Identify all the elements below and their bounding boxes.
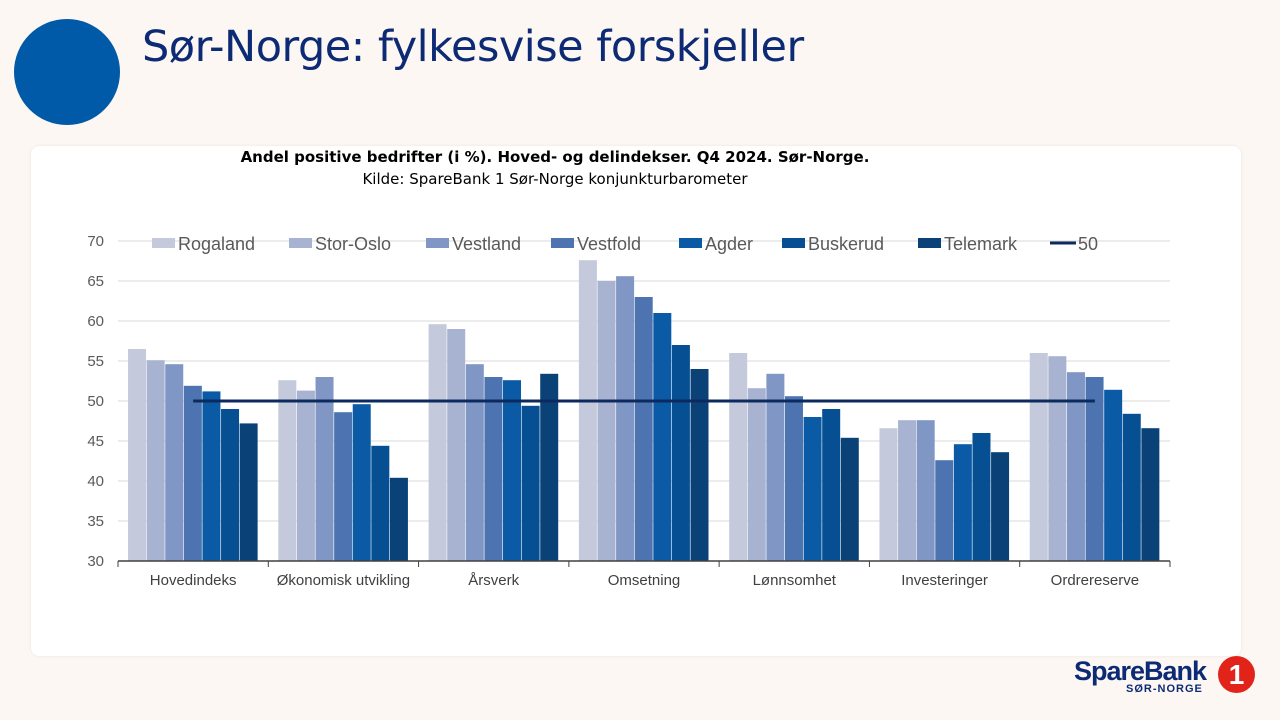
legend-label: Agder: [705, 234, 753, 254]
bar: [183, 385, 202, 561]
bar: [296, 390, 315, 561]
bar: [465, 364, 484, 561]
bar: [671, 345, 690, 561]
x-tick-label: Årsverk: [468, 572, 519, 589]
legend-label: 50: [1078, 234, 1098, 254]
y-tick-label: 40: [87, 473, 104, 490]
bar: [784, 396, 803, 561]
bar: [521, 405, 540, 561]
bar: [766, 373, 785, 561]
chart-title: Andel positive bedrifter (i %). Hoved- o…: [240, 148, 870, 166]
bar: [503, 380, 522, 561]
legend-label: Telemark: [944, 234, 1018, 254]
bar: [447, 329, 466, 561]
bar: [972, 433, 991, 561]
page-title: Sør-Norge: fylkesvise forskjeller: [142, 22, 804, 72]
bar: [898, 420, 917, 561]
bar: [597, 281, 616, 561]
bar: [540, 373, 559, 561]
legend-swatch: [679, 238, 702, 248]
legend-label: Rogaland: [178, 234, 255, 254]
bar: [165, 364, 184, 561]
legend-swatch: [152, 238, 175, 248]
x-tick-label: Investeringer: [901, 572, 988, 589]
bar: [916, 420, 935, 561]
x-tick-label: Hovedindeks: [150, 572, 237, 589]
bar: [953, 444, 972, 561]
x-tick-label: Økonomisk utvikling: [277, 572, 410, 589]
bar: [352, 404, 371, 561]
bar: [128, 349, 147, 561]
bar: [653, 313, 672, 561]
bar: [371, 445, 390, 561]
y-tick-label: 55: [87, 353, 104, 370]
bar: [747, 388, 766, 561]
sparebank-logo: SpareBank SØR-NORGE 1: [1074, 652, 1264, 700]
bar: [278, 380, 297, 561]
bar: [221, 409, 240, 561]
bar: [1122, 413, 1141, 561]
bar: [334, 412, 353, 561]
y-tick-label: 35: [87, 513, 104, 530]
y-tick-label: 30: [87, 553, 104, 570]
bar: [1141, 428, 1160, 561]
bar: [935, 460, 954, 561]
legend-swatch: [426, 238, 449, 248]
y-tick-label: 70: [87, 233, 104, 250]
bar: [428, 324, 447, 561]
brand-badge-icon: 1: [1218, 656, 1255, 693]
brand-circle-icon: [14, 19, 120, 125]
y-tick-label: 45: [87, 433, 104, 450]
legend-swatch: [551, 238, 574, 248]
bar: [389, 477, 408, 561]
bar: [202, 391, 221, 561]
chart-subtitle: Kilde: SpareBank 1 Sør-Norge konjunkturb…: [362, 170, 748, 188]
bar: [1085, 377, 1104, 561]
brand-name: SpareBank: [1074, 656, 1207, 686]
bar: [729, 353, 748, 561]
bar: [239, 423, 258, 561]
legend-label: Vestland: [452, 234, 521, 254]
bar: [1066, 372, 1085, 561]
bar: [146, 360, 165, 561]
bar: [991, 452, 1010, 561]
legend-swatch: [782, 238, 805, 248]
bar: [1104, 389, 1123, 561]
bar: [1048, 356, 1067, 561]
bar: [634, 297, 653, 561]
x-tick-label: Lønnsomhet: [753, 572, 837, 589]
bar: [690, 369, 709, 561]
legend-label: Buskerud: [808, 234, 884, 254]
bar: [803, 417, 822, 561]
bar: [616, 276, 635, 561]
bar: [879, 428, 898, 561]
legend-swatch: [289, 238, 312, 248]
bar: [578, 260, 597, 561]
legend-label: Stor-Oslo: [315, 234, 391, 254]
bar: [840, 437, 859, 561]
bar: [1029, 353, 1048, 561]
x-tick-label: Ordrereserve: [1051, 572, 1139, 589]
bar: [315, 377, 334, 561]
x-tick-label: Omsetning: [608, 572, 681, 589]
y-tick-label: 65: [87, 273, 104, 290]
bar: [822, 409, 841, 561]
y-tick-label: 50: [87, 393, 104, 410]
y-tick-label: 60: [87, 313, 104, 330]
legend-label: Vestfold: [577, 234, 641, 254]
legend-swatch: [918, 238, 941, 248]
bar: [484, 377, 503, 561]
brand-region: SØR-NORGE: [1126, 683, 1203, 695]
